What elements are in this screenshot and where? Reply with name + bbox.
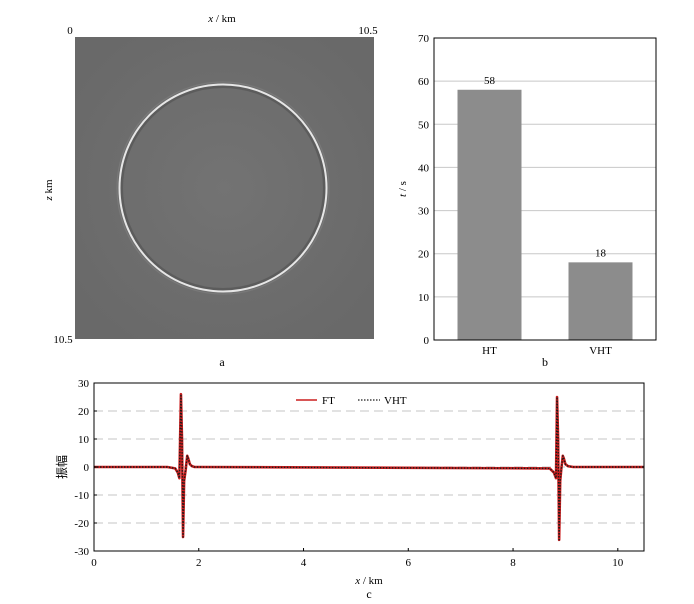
b-bars: 58 HT 18 VHT bbox=[457, 75, 633, 357]
panel-b: 0 10 20 30 40 50 60 70 58 HT 18 VHT t / s b bbox=[397, 33, 657, 369]
wavefront-ring bbox=[118, 83, 328, 293]
wavefront-outer-ring bbox=[116, 81, 330, 295]
b-plot-frame bbox=[433, 37, 657, 341]
c-xtick-label: 4 bbox=[301, 557, 307, 569]
panel-a-z-end-label: 10.5 bbox=[53, 334, 73, 346]
panel-a-x-end-label: 10.5 bbox=[358, 25, 378, 37]
b-ytick-label: 0 bbox=[424, 335, 430, 347]
panel-a-zlabel: z km bbox=[43, 179, 55, 202]
panel-c-caption: c bbox=[366, 587, 371, 601]
b-ytick-label: 70 bbox=[418, 33, 430, 45]
b-ytick-label: 20 bbox=[418, 249, 430, 261]
b-bar bbox=[568, 262, 633, 340]
c-series-vht-line bbox=[94, 393, 644, 541]
c-series bbox=[94, 392, 644, 542]
c-ytick-label: -30 bbox=[74, 546, 89, 558]
c-xtick-label: 8 bbox=[510, 557, 516, 569]
legend-vht-label: VHT bbox=[384, 395, 407, 407]
panel-c-ylabel: 振幅 bbox=[54, 455, 69, 479]
panel-b-caption: b bbox=[542, 355, 548, 369]
c-xtick-label: 0 bbox=[91, 557, 97, 569]
legend-ft-label: FT bbox=[322, 395, 335, 407]
b-data-label: 58 bbox=[484, 75, 496, 87]
c-yticks: -30 -20 -10 0 10 20 30 bbox=[74, 378, 97, 558]
panel-c: -30 -20 -10 0 10 20 30 0 2 4 6 8 10 FT VHT 振幅 x / k… bbox=[54, 378, 645, 601]
c-xtick-label: 2 bbox=[196, 557, 202, 569]
panel-a-xlabel: x / km bbox=[207, 13, 236, 25]
b-ytick-label: 40 bbox=[418, 162, 430, 174]
b-category-label: HT bbox=[482, 345, 497, 357]
panel-a: x / km 0 10.5 z km 10.5 a bbox=[43, 13, 378, 369]
c-ytick-label: -10 bbox=[74, 490, 89, 502]
b-ytick-label: 30 bbox=[418, 206, 430, 218]
panel-a-origin-label: 0 bbox=[67, 25, 73, 37]
b-ytick-label: 50 bbox=[418, 119, 430, 131]
panel-b-ylabel: t / s bbox=[397, 181, 409, 197]
b-category-label: VHT bbox=[589, 345, 612, 357]
c-legend: FT VHT bbox=[296, 395, 407, 407]
panel-a-caption: a bbox=[219, 355, 225, 369]
wavefront-shadow-ring bbox=[119, 84, 327, 292]
b-ytick-label: 10 bbox=[418, 292, 430, 304]
b-ytick-label: 60 bbox=[418, 76, 430, 88]
c-ytick-label: 30 bbox=[78, 378, 90, 390]
panel-c-xlabel: x / km bbox=[354, 575, 383, 587]
c-xtick-label: 10 bbox=[612, 557, 624, 569]
c-ytick-label: 20 bbox=[78, 406, 90, 418]
c-ytick-label: -20 bbox=[74, 518, 89, 530]
b-yticks: 0 10 20 30 40 50 60 70 bbox=[418, 33, 430, 347]
c-ytick-label: 10 bbox=[78, 434, 90, 446]
c-xticks: 0 2 4 6 8 10 bbox=[91, 548, 624, 569]
b-bar bbox=[457, 89, 522, 341]
c-ytick-label: 0 bbox=[84, 462, 90, 474]
c-xtick-label: 6 bbox=[406, 557, 412, 569]
b-data-label: 18 bbox=[595, 247, 607, 259]
